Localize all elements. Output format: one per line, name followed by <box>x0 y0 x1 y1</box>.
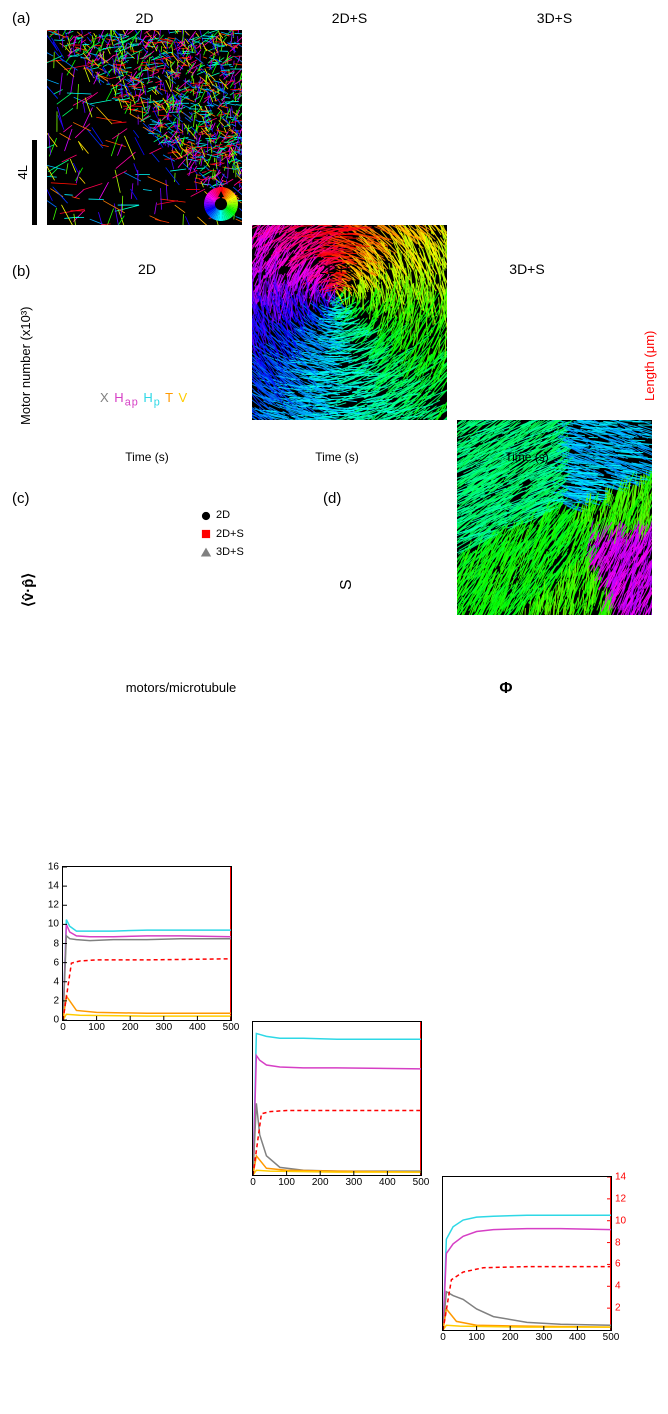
plot-b-2ds: 0100200300400500 <box>252 1021 422 1176</box>
xlabel-b3: Time (s) <box>442 450 612 464</box>
panel-b-label: (b) <box>12 263 30 280</box>
scalebar <box>32 140 37 225</box>
legend-Hap: Hap <box>114 390 138 405</box>
col-title-1: 2D <box>47 10 242 26</box>
panel-c-label: (c) <box>12 490 30 507</box>
paneld-ylabel: S <box>338 560 356 610</box>
hue-wheel <box>203 186 239 222</box>
legend-Hp: Hp <box>143 390 160 405</box>
legend-X: X <box>100 390 110 405</box>
xlabel-b1: Time (s) <box>62 450 232 464</box>
panel-d-label: (d) <box>323 490 341 507</box>
rowb-inline-legend: X Hap Hp T V <box>100 390 188 409</box>
legend-V: V <box>179 390 189 405</box>
panelc-xlabel: motors/microtubule <box>66 680 296 695</box>
panel-a-2ds <box>252 225 447 420</box>
plot-b-3ds: 01002003004005002468101214 <box>442 1176 612 1331</box>
legend-T: T <box>165 390 174 405</box>
panel-a-2ds-svg <box>252 225 447 420</box>
rowb-ylabel-right: Length (μm) <box>642 300 657 432</box>
rowb-ylabel-left: Motor number (x10³) <box>18 293 33 438</box>
panelc-legend: 2D2D+S3D+S <box>200 508 244 564</box>
col-title-b2: 2D+S <box>252 261 422 277</box>
col-title-3: 3D+S <box>457 10 652 26</box>
panel-a-label: (a) <box>12 10 30 27</box>
col-title-b3: 3D+S <box>442 261 612 277</box>
scalebar-label: 4L <box>15 165 30 179</box>
paneld-xlabel: Φ <box>370 680 642 698</box>
xlabel-b2: Time (s) <box>252 450 422 464</box>
plot-b-2d: 01002003004005000246810121416 <box>62 866 232 1021</box>
col-title-2: 2D+S <box>252 10 447 26</box>
panelc-ylabel: ⟨v̂·p̂⟩ <box>20 540 38 640</box>
col-title-b1: 2D <box>62 261 232 277</box>
